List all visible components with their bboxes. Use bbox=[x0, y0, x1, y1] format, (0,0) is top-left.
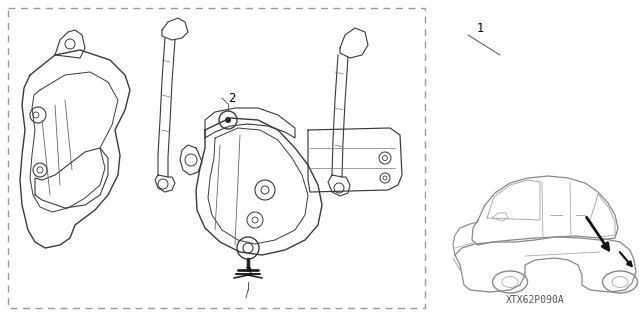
Circle shape bbox=[225, 117, 231, 123]
Text: 3: 3 bbox=[244, 265, 252, 278]
Text: XTX62P090A: XTX62P090A bbox=[506, 295, 564, 305]
Bar bbox=[8, 8, 425, 308]
Text: 1: 1 bbox=[476, 21, 484, 34]
Text: 2: 2 bbox=[228, 92, 236, 105]
